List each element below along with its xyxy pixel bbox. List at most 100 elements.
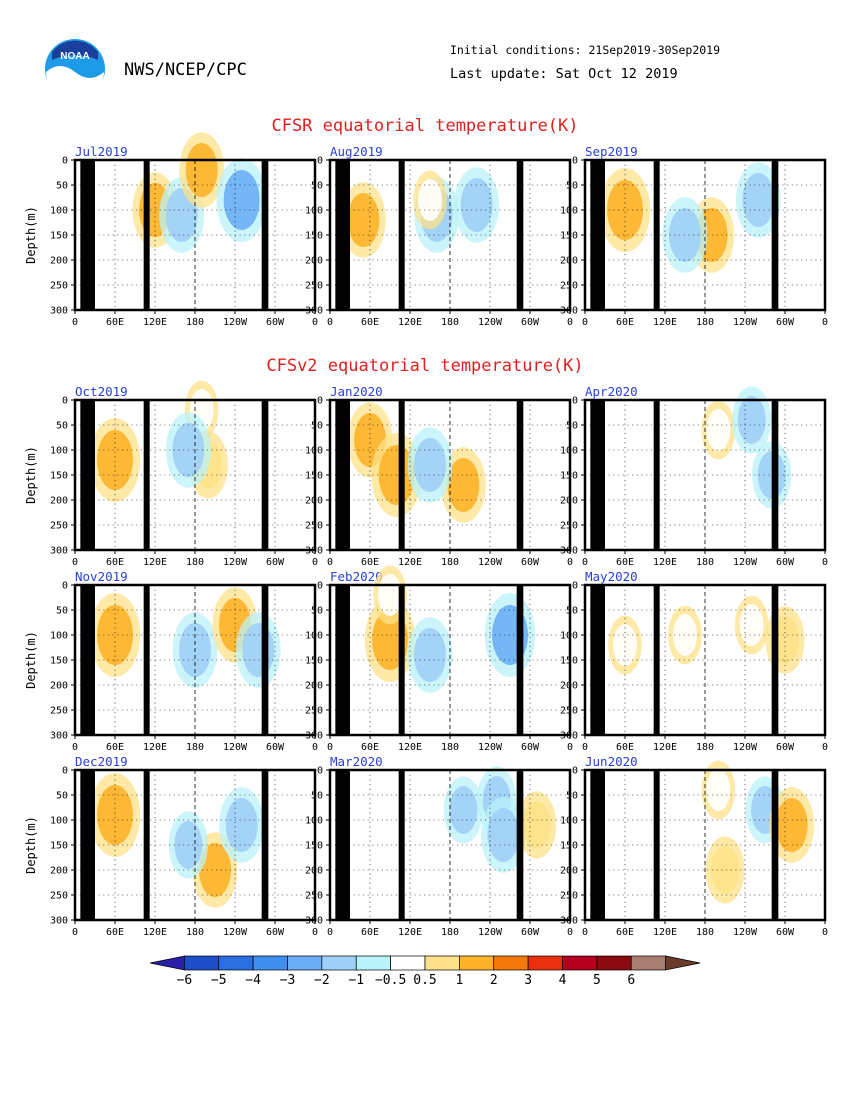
y-tick-label: 300 <box>50 916 68 927</box>
panel-label: Jul2019 <box>75 144 128 159</box>
anomaly-core <box>414 628 446 682</box>
colorbar-swatch <box>218 955 254 971</box>
x-tick-label: 60W <box>266 927 285 938</box>
y-tick-label: 150 <box>50 656 68 667</box>
x-tick-label: 120E <box>398 927 422 938</box>
anomaly-core <box>487 808 520 862</box>
colorbar-swatch <box>527 955 563 971</box>
anomaly-core <box>706 409 731 451</box>
x-tick-label: 60W <box>521 927 540 938</box>
anomaly-core <box>347 193 380 247</box>
x-tick-label: 60W <box>521 557 540 568</box>
x-tick-label: 60W <box>266 317 285 328</box>
x-tick-label: 120E <box>143 742 167 753</box>
x-tick-label: 0 <box>582 317 588 328</box>
y-tick-label: 200 <box>50 496 68 507</box>
anomaly-core <box>742 173 775 227</box>
y-tick-label: 200 <box>50 866 68 877</box>
y-tick-label: 150 <box>50 231 68 242</box>
x-tick-label: 120E <box>653 557 677 568</box>
y-tick-label: 0 <box>317 581 323 592</box>
land-mask <box>261 770 269 920</box>
colorbar-swatch <box>424 955 460 971</box>
land-mask <box>335 160 350 310</box>
x-tick-label: 0 <box>312 742 318 753</box>
y-tick-label: 200 <box>305 496 323 507</box>
y-tick-label: 200 <box>50 256 68 267</box>
y-tick-label: 50 <box>56 606 68 617</box>
x-tick-label: 0 <box>822 317 828 328</box>
y-tick-label: 150 <box>560 841 578 852</box>
x-tick-label: 120W <box>733 742 758 753</box>
x-tick-label: 0 <box>312 317 318 328</box>
land-mask <box>590 770 605 920</box>
y-tick-label: 0 <box>572 581 578 592</box>
x-tick-label: 120E <box>143 927 167 938</box>
anomaly-core <box>414 438 446 492</box>
anomaly-core <box>242 623 275 677</box>
colorbar-label: 5 <box>593 973 601 988</box>
y-tick-label: 0 <box>62 396 68 407</box>
x-tick-label: 60E <box>616 557 634 568</box>
anomaly-core <box>185 143 218 197</box>
x-tick-label: 60W <box>266 557 285 568</box>
land-mask <box>80 400 95 550</box>
y-tick-label: 300 <box>50 546 68 557</box>
y-tick-label: 0 <box>572 766 578 777</box>
land-mask <box>590 400 605 550</box>
y-tick-label: 300 <box>560 306 578 317</box>
x-tick-label: 120W <box>223 742 248 753</box>
y-tick-label: 250 <box>560 281 578 292</box>
y-tick-label: 250 <box>305 521 323 532</box>
y-tick-label: 50 <box>311 181 323 192</box>
x-tick-label: 0 <box>567 742 573 753</box>
panel-label: Apr2020 <box>585 384 638 399</box>
x-tick-label: 180 <box>441 557 459 568</box>
y-tick-label: 50 <box>56 791 68 802</box>
x-tick-label: 180 <box>696 742 714 753</box>
x-tick-label: 120E <box>143 557 167 568</box>
y-tick-label: 100 <box>50 206 68 217</box>
x-tick-label: 120E <box>398 557 422 568</box>
x-tick-label: 180 <box>186 317 204 328</box>
noaa-logo-icon: NOAA <box>45 39 105 100</box>
x-tick-label: 0 <box>327 927 333 938</box>
y-tick-label: 0 <box>572 156 578 167</box>
colorbar-label: −4 <box>245 973 261 988</box>
y-tick-label: 100 <box>50 816 68 827</box>
x-tick-label: 0 <box>72 317 78 328</box>
y-tick-label: 0 <box>317 766 323 777</box>
y-tick-label: 200 <box>305 256 323 267</box>
anomaly-core <box>737 396 766 444</box>
x-tick-label: 60E <box>361 317 379 328</box>
colorbar-label: 3 <box>524 973 532 988</box>
x-tick-label: 0 <box>567 317 573 328</box>
x-tick-label: 180 <box>186 742 204 753</box>
anomaly-core <box>711 846 739 894</box>
y-tick-label: 150 <box>560 471 578 482</box>
land-mask <box>771 400 779 550</box>
x-tick-label: 60W <box>776 927 795 938</box>
x-tick-label: 120W <box>733 317 758 328</box>
x-tick-label: 60E <box>616 927 634 938</box>
x-tick-label: 0 <box>567 557 573 568</box>
land-mask <box>261 160 269 310</box>
y-tick-label: 100 <box>305 446 323 457</box>
x-tick-label: 180 <box>441 317 459 328</box>
panel-label: Aug2019 <box>330 144 383 159</box>
x-tick-label: 120W <box>478 927 503 938</box>
y-tick-label: 100 <box>50 631 68 642</box>
x-tick-label: 0 <box>327 557 333 568</box>
x-tick-label: 0 <box>72 742 78 753</box>
y-tick-label: 50 <box>566 791 578 802</box>
colorbar-swatch <box>287 955 323 971</box>
y-tick-label: 50 <box>566 606 578 617</box>
colorbar-label: −1 <box>348 973 364 988</box>
x-tick-label: 0 <box>327 742 333 753</box>
y-tick-label: 0 <box>62 156 68 167</box>
x-tick-label: 120W <box>733 927 758 938</box>
land-mask <box>80 160 95 310</box>
